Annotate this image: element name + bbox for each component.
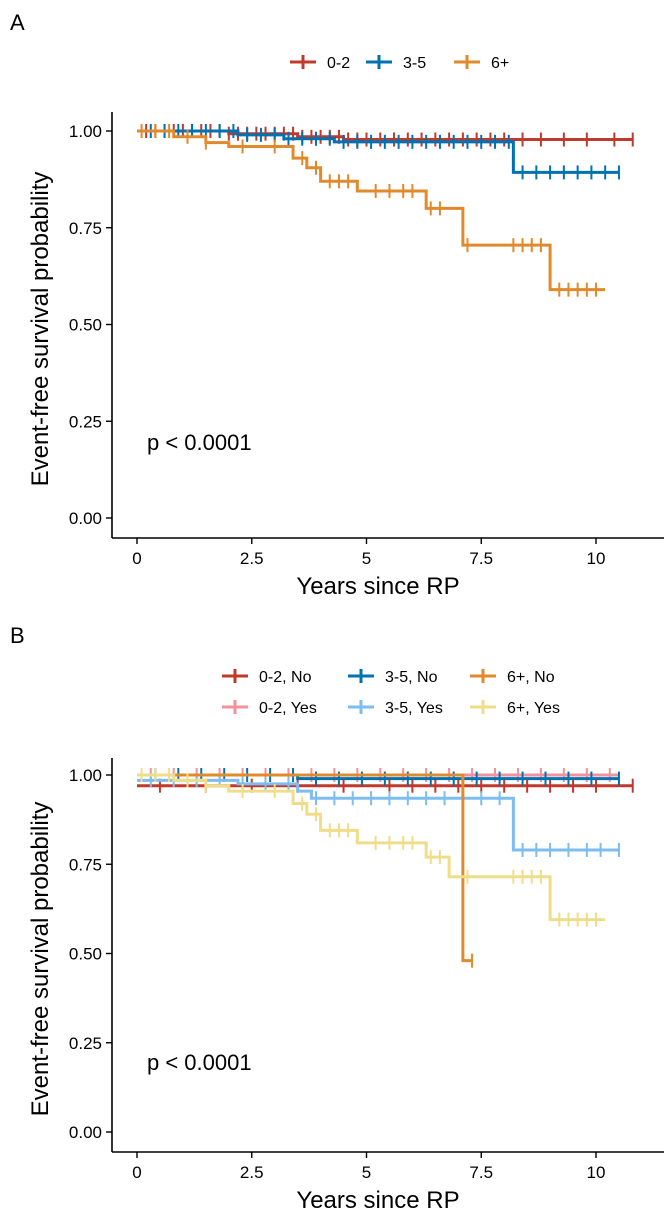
curves [137, 124, 634, 297]
legend-item: 3-5, Yes [348, 700, 443, 717]
survival-curve [137, 129, 606, 292]
y-tick-label: 0.00 [69, 1123, 102, 1142]
series-6+-no [137, 773, 474, 968]
x-tick-label: 2.5 [240, 549, 264, 568]
legend: 0-2, No 3-5, No 6+, No 0-2, Yes 3-5, Yes 6+, … [222, 669, 560, 717]
x-tick-label: 10 [587, 1163, 606, 1182]
series-3-5-no [137, 768, 620, 786]
p-value-annotation: p < 0.0001 [147, 1050, 252, 1075]
y-tick-label: 0.50 [69, 945, 102, 964]
y-tick-label: 1.00 [69, 766, 102, 785]
series-6+-yes [137, 768, 606, 927]
panel-letter: A [10, 10, 25, 35]
y-tick-label: 0.75 [69, 219, 102, 238]
legend-item: 0-2, No [222, 669, 312, 686]
legend-item: 6+, Yes [470, 700, 560, 717]
y-tick-label: 1.00 [69, 122, 102, 141]
legend-label: 3-5, No [385, 669, 438, 686]
legend-label: 0-2, No [259, 669, 312, 686]
x-tick-label: 5 [362, 1163, 371, 1182]
survival-curve [137, 778, 619, 852]
panel-a: A 0-2 3-5 6+ 0.00 0.25 0.50 0.75 1.00 0 2.5 5 7.5 10 Y… [10, 10, 664, 600]
survival-curve [137, 773, 473, 963]
legend-item: 3-5 [366, 55, 426, 72]
series-3-5 [137, 124, 620, 180]
legend-label: 0-2 [327, 55, 350, 72]
x-tick-label: 0 [132, 549, 141, 568]
p-value-annotation: p < 0.0001 [147, 430, 252, 455]
x-tick-label: 7.5 [469, 549, 493, 568]
x-axis-title: Years since RP [296, 573, 459, 600]
x-tick-label: 7.5 [469, 1163, 493, 1182]
series-6+ [137, 124, 606, 297]
legend-item: 6+ [454, 55, 509, 72]
y-tick-label: 0.75 [69, 855, 102, 874]
legend-label: 3-5, Yes [385, 700, 443, 717]
legend-item: 6+, No [470, 669, 555, 686]
y-tick-label: 0.00 [69, 509, 102, 528]
x-axis-title: Years since RP [296, 1187, 459, 1208]
panel-b: B 0-2, No 3-5, No 6+, No 0-2, Yes 3-5, Yes 6+,… [10, 623, 664, 1208]
y-tick-label: 0.25 [69, 1034, 102, 1053]
y-axis-title: Event-free survival probability [27, 172, 54, 487]
x-tick-label: 5 [362, 549, 371, 568]
curves [137, 768, 634, 968]
legend-label: 6+, Yes [507, 700, 560, 717]
panel-letter: B [10, 623, 25, 648]
legend-item: 0-2, Yes [222, 700, 317, 717]
y-axis-title: Event-free survival probability [27, 802, 54, 1117]
x-tick-label: 2.5 [240, 1163, 264, 1182]
x-tick-label: 10 [587, 549, 606, 568]
legend-label: 6+ [491, 55, 509, 72]
legend: 0-2 3-5 6+ [290, 55, 509, 72]
y-tick-label: 0.50 [69, 316, 102, 335]
x-tick-label: 0 [132, 1163, 141, 1182]
y-tick-label: 0.25 [69, 412, 102, 431]
legend-label: 3-5 [403, 55, 426, 72]
legend-item: 0-2 [290, 55, 350, 72]
survival-curve [137, 129, 619, 174]
legend-label: 6+, No [507, 669, 555, 686]
legend-label: 0-2, Yes [259, 700, 317, 717]
legend-item: 3-5, No [348, 669, 438, 686]
